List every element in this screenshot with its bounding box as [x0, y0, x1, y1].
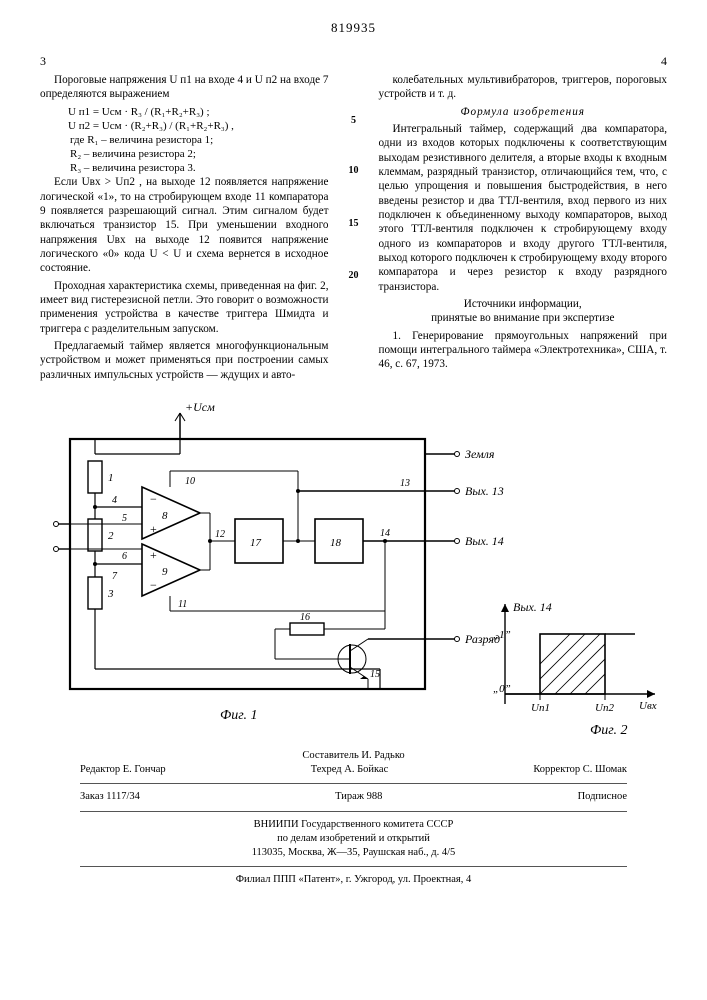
fig1-label-out14: Вых. 14 [465, 534, 504, 548]
gutter-20: 20 [349, 270, 359, 283]
footer-row2: Заказ 1117/34 Тираж 988 Подписное [40, 790, 667, 804]
fig2-xtick2: Uп2 [595, 702, 614, 714]
fig1-node-9: 9 [162, 566, 168, 578]
equation-block: U п1 = Uсм · R₃ / (R₁+R₂+R₃) ; U п2 = Uс… [68, 105, 329, 134]
right-p2: Интегральный таймер, содержащий два комп… [379, 122, 668, 294]
left-p1: Пороговые напряжения U п1 на входе 4 и U… [40, 73, 329, 102]
fig1-node-12: 12 [215, 529, 225, 540]
fig1-node-5: 5 [122, 513, 127, 524]
footer-corrector: Корректор С. Шомак [533, 763, 627, 777]
footer-rule-2 [80, 811, 627, 812]
fig2-group: „1” „0” Uп1 Uп2 Uвх Вых. 14 Фиг. 2 [493, 600, 657, 738]
page-num-left: 3 [40, 54, 46, 69]
fig1-comp9-minus: − [150, 578, 157, 592]
fig2-xtick1: Uп1 [531, 702, 550, 714]
fig1-node-11: 11 [178, 599, 187, 610]
fig1-label-earth: Земля [465, 447, 495, 461]
sources-title: Источники информации, [379, 297, 668, 311]
sources-sub: принятые во внимание при экспертизе [379, 311, 668, 325]
fig1-node-1: 1 [108, 472, 114, 484]
footer-compiler: Составитель И. Радько [40, 749, 667, 763]
left-column: Пороговые напряжения U п1 на входе 4 и U… [40, 73, 329, 385]
footer-addr2: Филиал ППП «Патент», г. Ужгород, ул. Про… [40, 873, 667, 887]
fig2-ylabel: Вых. 14 [513, 600, 552, 614]
where-line-1: где R₁ – величина резистора 1; [56, 133, 329, 147]
fig1-node-7: 7 [112, 571, 118, 582]
footer-tiraz: Тираж 988 [335, 790, 382, 804]
footer-addr1: 113035, Москва, Ж—35, Раушская наб., д. … [40, 846, 667, 860]
fig1-node-17: 17 [250, 537, 262, 549]
fig1-comp8-minus: − [150, 492, 157, 506]
footer-tech: Техред А. Бойкас [311, 763, 389, 777]
patent-number: 819935 [40, 20, 667, 36]
fig1-node-2: 2 [108, 530, 114, 542]
fig2-level0: „0” [493, 683, 511, 695]
fig1-node-6: 6 [122, 551, 127, 562]
fig1-node-16: 16 [300, 612, 310, 623]
fig1-node-10: 10 [185, 476, 195, 487]
gutter-5: 5 [351, 115, 356, 128]
footer-rule-1 [80, 783, 627, 784]
claims-title: Формула изобретения [379, 105, 668, 119]
gutter-15: 15 [349, 218, 359, 231]
left-p4: Предлагаемый таймер является многофункци… [40, 339, 329, 382]
fig1-node-4: 4 [112, 495, 117, 506]
figures-svg: +Uсм 1 4 [40, 399, 667, 739]
right-p1: колебательных мультивибраторов, триггеро… [379, 73, 668, 102]
where-line-3: R₃ – величина резистора 3. [56, 161, 329, 175]
fig1-comp8-plus: + [150, 522, 157, 536]
eq1: U п1 = Uсм · R₃ / (R₁+R₂+R₃) ; [68, 105, 329, 119]
right-p3: 1. Генерирование прямоугольных напряжени… [379, 329, 668, 372]
footer-rule-3 [80, 866, 627, 867]
left-p2: Если Uвх > Uп2 , на выходе 12 появляется… [40, 175, 329, 275]
fig1-caption: Фиг. 1 [220, 708, 258, 723]
fig1-node-8: 8 [162, 510, 168, 522]
where-lead: где [70, 134, 84, 146]
fig1-node-18: 18 [330, 537, 342, 549]
footer-row1: Редактор Е. Гончар Техред А. Бойкас Корр… [40, 763, 667, 777]
fig1-node-15: 15 [370, 669, 380, 680]
page-num-right: 4 [661, 54, 667, 69]
fig1-comp9-plus: + [150, 548, 157, 562]
footer: Составитель И. Радько Редактор Е. Гончар… [40, 749, 667, 887]
footer-order: Заказ 1117/34 [80, 790, 140, 804]
fig2-caption: Фиг. 2 [590, 723, 628, 738]
eq2: U п2 = Uсм · (R₂+R₃) / (R₁+R₂+R₃) , [68, 119, 329, 133]
right-column: колебательных мультивибраторов, триггеро… [379, 73, 668, 385]
fig1-node-14: 14 [380, 528, 390, 539]
fig1-vsupply: +Uсм [185, 400, 215, 414]
fig1-node-3: 3 [107, 588, 114, 600]
footer-subscr: Подписное [578, 790, 627, 804]
page-number-row: 3 4 [40, 54, 667, 69]
fig1-node-13: 13 [400, 478, 410, 489]
gutter-10: 10 [349, 165, 359, 178]
footer-editor: Редактор Е. Гончар [80, 763, 166, 777]
footer-org1: ВНИИПИ Государственного комитета СССР [40, 818, 667, 832]
fig1-label-out13: Вых. 13 [465, 484, 504, 498]
footer-org2: по делам изобретений и открытий [40, 832, 667, 846]
line-number-gutter: 5 10 15 20 [347, 73, 361, 385]
page: 819935 3 4 Пороговые напряжения U п1 на … [0, 0, 707, 1000]
left-p3: Проходная характеристика схемы, приведен… [40, 279, 329, 336]
fig2-xlabel: Uвх [639, 700, 657, 712]
where-r1: R₁ – величина резистора 1; [87, 134, 213, 146]
figures-container: +Uсм 1 4 [40, 399, 667, 739]
fig2-level1: „1” [493, 629, 511, 641]
fig1-group: +Uсм 1 4 [54, 400, 504, 723]
where-line-2: R₂ – величина резистора 2; [56, 147, 329, 161]
text-columns: Пороговые напряжения U п1 на входе 4 и U… [40, 73, 667, 385]
